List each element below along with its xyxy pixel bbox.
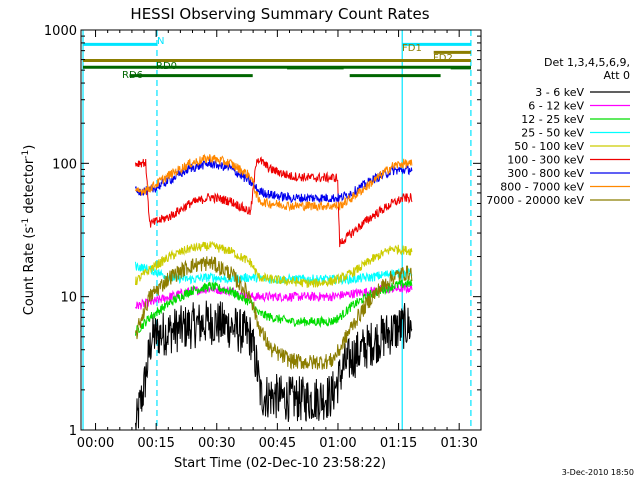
event-label-fd1: FD1 xyxy=(402,43,422,54)
chart-title: HESSI Observing Summary Count Rates xyxy=(130,5,429,23)
x-tick-label: 00:45 xyxy=(259,436,296,451)
y-axis-label-sup2: -1 xyxy=(21,150,31,159)
series-line-1 xyxy=(135,282,413,310)
legend-label: 100 - 300 keV xyxy=(507,154,584,167)
legend-title: Det 1,3,4,5,6,9, xyxy=(544,56,630,69)
event-label-rd6: RD6 xyxy=(122,70,143,81)
plot-frame xyxy=(80,29,482,431)
legend-label: 12 - 25 keV xyxy=(521,113,584,126)
legend-label: 3 - 6 keV xyxy=(535,86,584,99)
plot-area xyxy=(82,30,472,430)
series-line-0 xyxy=(135,300,413,430)
event-label-rd0: RD0 xyxy=(156,61,177,72)
series-line-8 xyxy=(135,256,413,370)
x-tick-label: 01:30 xyxy=(440,436,477,451)
y-axis-label-main: Count Rate (s xyxy=(22,227,37,316)
footer-timestamp: 3-Dec-2010 18:50 xyxy=(562,468,634,477)
x-tick-label: 01:00 xyxy=(319,436,356,451)
event-label-n: N xyxy=(157,36,164,47)
y-axis: 1 10 100 1000 xyxy=(44,24,481,439)
legend-label: 800 - 7000 keV xyxy=(500,181,584,194)
legend-label: 7000 - 20000 keV xyxy=(486,194,584,207)
legend-label: 50 - 100 keV xyxy=(514,140,584,153)
event-label-fd2: FD2 xyxy=(433,53,453,64)
y-tick-label: 1 xyxy=(69,424,77,439)
y-axis-label: Count Rate (s-1 detector-1) xyxy=(21,145,37,316)
legend-label: 300 - 800 keV xyxy=(507,167,584,180)
x-tick-label: 00:30 xyxy=(198,436,235,451)
y-tick-label: 100 xyxy=(52,157,77,172)
y-axis-label-sup1: -1 xyxy=(21,218,31,227)
y-axis-label-end: ) xyxy=(22,145,37,150)
y-tick-label: 10 xyxy=(60,291,77,306)
x-tick-label: 00:00 xyxy=(77,436,114,451)
y-tick-label: 1000 xyxy=(44,24,77,39)
y-axis-label-mid: detector xyxy=(22,158,37,218)
series-line-5 xyxy=(135,156,413,248)
series-line-7 xyxy=(135,153,413,212)
x-tick-label: 00:15 xyxy=(137,436,174,451)
legend-subtitle: Att 0 xyxy=(604,69,630,82)
x-tick-label: 01:15 xyxy=(380,436,417,451)
legend-label: 6 - 12 keV xyxy=(528,100,584,113)
x-axis: 00:00 00:15 00:30 00:45 01:00 01:15 01:30 xyxy=(77,30,478,451)
x-axis-label: Start Time (02-Dec-10 23:58:22) xyxy=(174,456,386,471)
series-line-4 xyxy=(135,240,413,288)
legend-label: 25 - 50 keV xyxy=(521,127,584,140)
